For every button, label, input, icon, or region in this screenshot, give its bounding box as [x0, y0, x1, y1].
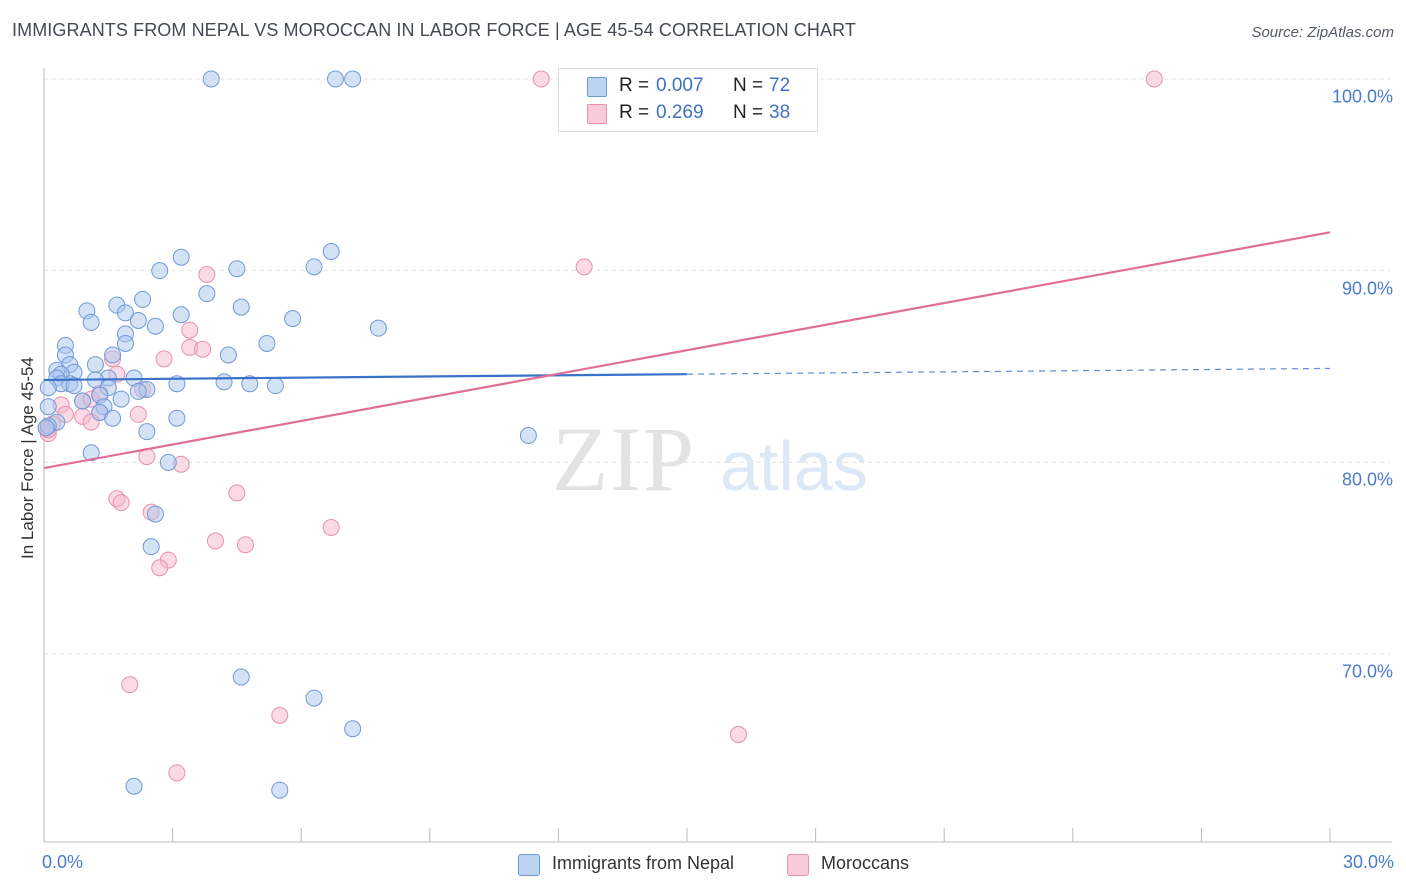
- moroccans-n-value: 38: [769, 102, 791, 123]
- x-tick-label: 0.0%: [42, 852, 84, 872]
- nepal-point: [305, 258, 323, 276]
- nepal-point: [202, 70, 220, 88]
- nepal-point: [168, 409, 186, 427]
- nepal-point: [172, 306, 190, 324]
- nepal-point: [129, 312, 147, 329]
- moroccan-point: [322, 519, 340, 536]
- nepal-point: [146, 505, 164, 523]
- moroccan-point: [194, 340, 212, 358]
- nepal-n-value: 72: [769, 75, 791, 96]
- nepal-point: [129, 382, 147, 400]
- nepal-point: [344, 720, 362, 738]
- moroccan-point: [155, 350, 173, 368]
- nepal-point: [112, 390, 130, 408]
- nepal-point: [82, 444, 100, 462]
- moroccan-point: [532, 70, 550, 88]
- moroccan-point: [236, 536, 254, 554]
- bottom-moroccans-label: Moroccans: [821, 853, 910, 873]
- bottom-nepal-swatch: [518, 854, 540, 876]
- nepal-point: [219, 346, 237, 364]
- bottom-moroccans-swatch: [787, 854, 809, 876]
- nepal-point: [134, 290, 152, 308]
- moroccans-n-label: N =: [733, 102, 764, 123]
- nepal-point: [228, 260, 246, 278]
- nepal-r-value: 0.007: [656, 75, 704, 96]
- nepal-point: [39, 398, 57, 416]
- moroccans-r-label: R =: [619, 102, 650, 123]
- moroccan-point: [198, 266, 216, 283]
- y-tick-label: 100.0%: [1331, 86, 1393, 107]
- nepal-point: [322, 243, 340, 260]
- moroccan-point: [129, 405, 147, 423]
- moroccan-point: [112, 494, 130, 512]
- nepal-point: [142, 538, 160, 556]
- moroccan-point: [168, 764, 186, 782]
- y-tick-label: 80.0%: [1341, 469, 1393, 490]
- nepal-n-label: N =: [733, 75, 764, 96]
- stats-legend: R = 0.007 N = 72 R = 0.269 N = 38: [558, 68, 818, 132]
- nepal-swatch: [587, 77, 607, 97]
- nepal-point: [172, 248, 190, 266]
- nepal-r-label: R =: [619, 75, 650, 96]
- nepal-point: [232, 668, 250, 686]
- nepal-point: [369, 319, 387, 337]
- nepal-point: [258, 335, 276, 352]
- y-tick-label: 90.0%: [1341, 278, 1393, 299]
- nepal-point: [232, 298, 250, 316]
- source-credit: Source: ZipAtlas.com: [1251, 24, 1394, 41]
- nepal-point: [519, 427, 537, 444]
- chart-title: IMMIGRANTS FROM NEPAL VS MOROCCAN IN LAB…: [12, 20, 856, 40]
- nepal-point: [266, 377, 284, 395]
- moroccans-r-value: 0.269: [656, 102, 704, 123]
- y-tick-label: 70.0%: [1341, 661, 1393, 682]
- moroccan-point: [575, 258, 593, 276]
- nepal-point: [344, 70, 362, 88]
- nepal-point: [65, 377, 83, 395]
- moroccan-point: [151, 559, 169, 577]
- bottom-nepal-label: Immigrants from Nepal: [552, 853, 735, 873]
- nepal-point: [37, 419, 55, 437]
- nepal-point: [198, 285, 216, 303]
- nepal-point: [271, 781, 289, 799]
- x-tick-label: 30.0%: [1342, 852, 1394, 872]
- nepal-point: [104, 409, 122, 427]
- moroccan-point: [729, 726, 747, 743]
- nepal-point: [82, 313, 100, 331]
- nepal-point: [146, 317, 164, 335]
- nepal-point: [138, 423, 156, 441]
- moroccan-point: [181, 321, 199, 339]
- y-axis-label: In Labor Force | Age 45-54: [18, 357, 37, 559]
- points-layer: [37, 70, 1163, 799]
- moroccans-swatch: [587, 104, 607, 124]
- grid-layer: [44, 78, 1390, 655]
- nepal-point: [241, 375, 259, 393]
- trend-layer: [43, 231, 1331, 470]
- nepal-point: [125, 777, 143, 795]
- nepal-point: [326, 70, 344, 88]
- nepal-point: [39, 379, 57, 397]
- watermark-atlas: atlas: [720, 427, 868, 505]
- nepal-point: [215, 373, 233, 391]
- moroccan-trend-line: [43, 231, 1331, 470]
- nepal-point: [305, 689, 323, 707]
- nepal-trend-line: [43, 373, 688, 382]
- watermark-zip: ZIP: [552, 408, 696, 510]
- moroccan-point: [121, 676, 139, 694]
- moroccan-point: [1145, 70, 1163, 88]
- moroccan-point: [228, 484, 246, 502]
- nepal-point: [104, 346, 122, 364]
- moroccan-point: [271, 706, 289, 724]
- nepal-point: [74, 392, 92, 410]
- axis-layer: [43, 68, 1392, 843]
- nepal-point: [284, 310, 302, 328]
- moroccan-point: [206, 532, 224, 550]
- nepal-point: [116, 335, 134, 352]
- nepal-point: [86, 356, 104, 374]
- nepal-point: [159, 453, 177, 471]
- nepal-point: [116, 304, 134, 322]
- nepal-trend-extension: [686, 367, 1331, 375]
- nepal-point: [151, 262, 169, 280]
